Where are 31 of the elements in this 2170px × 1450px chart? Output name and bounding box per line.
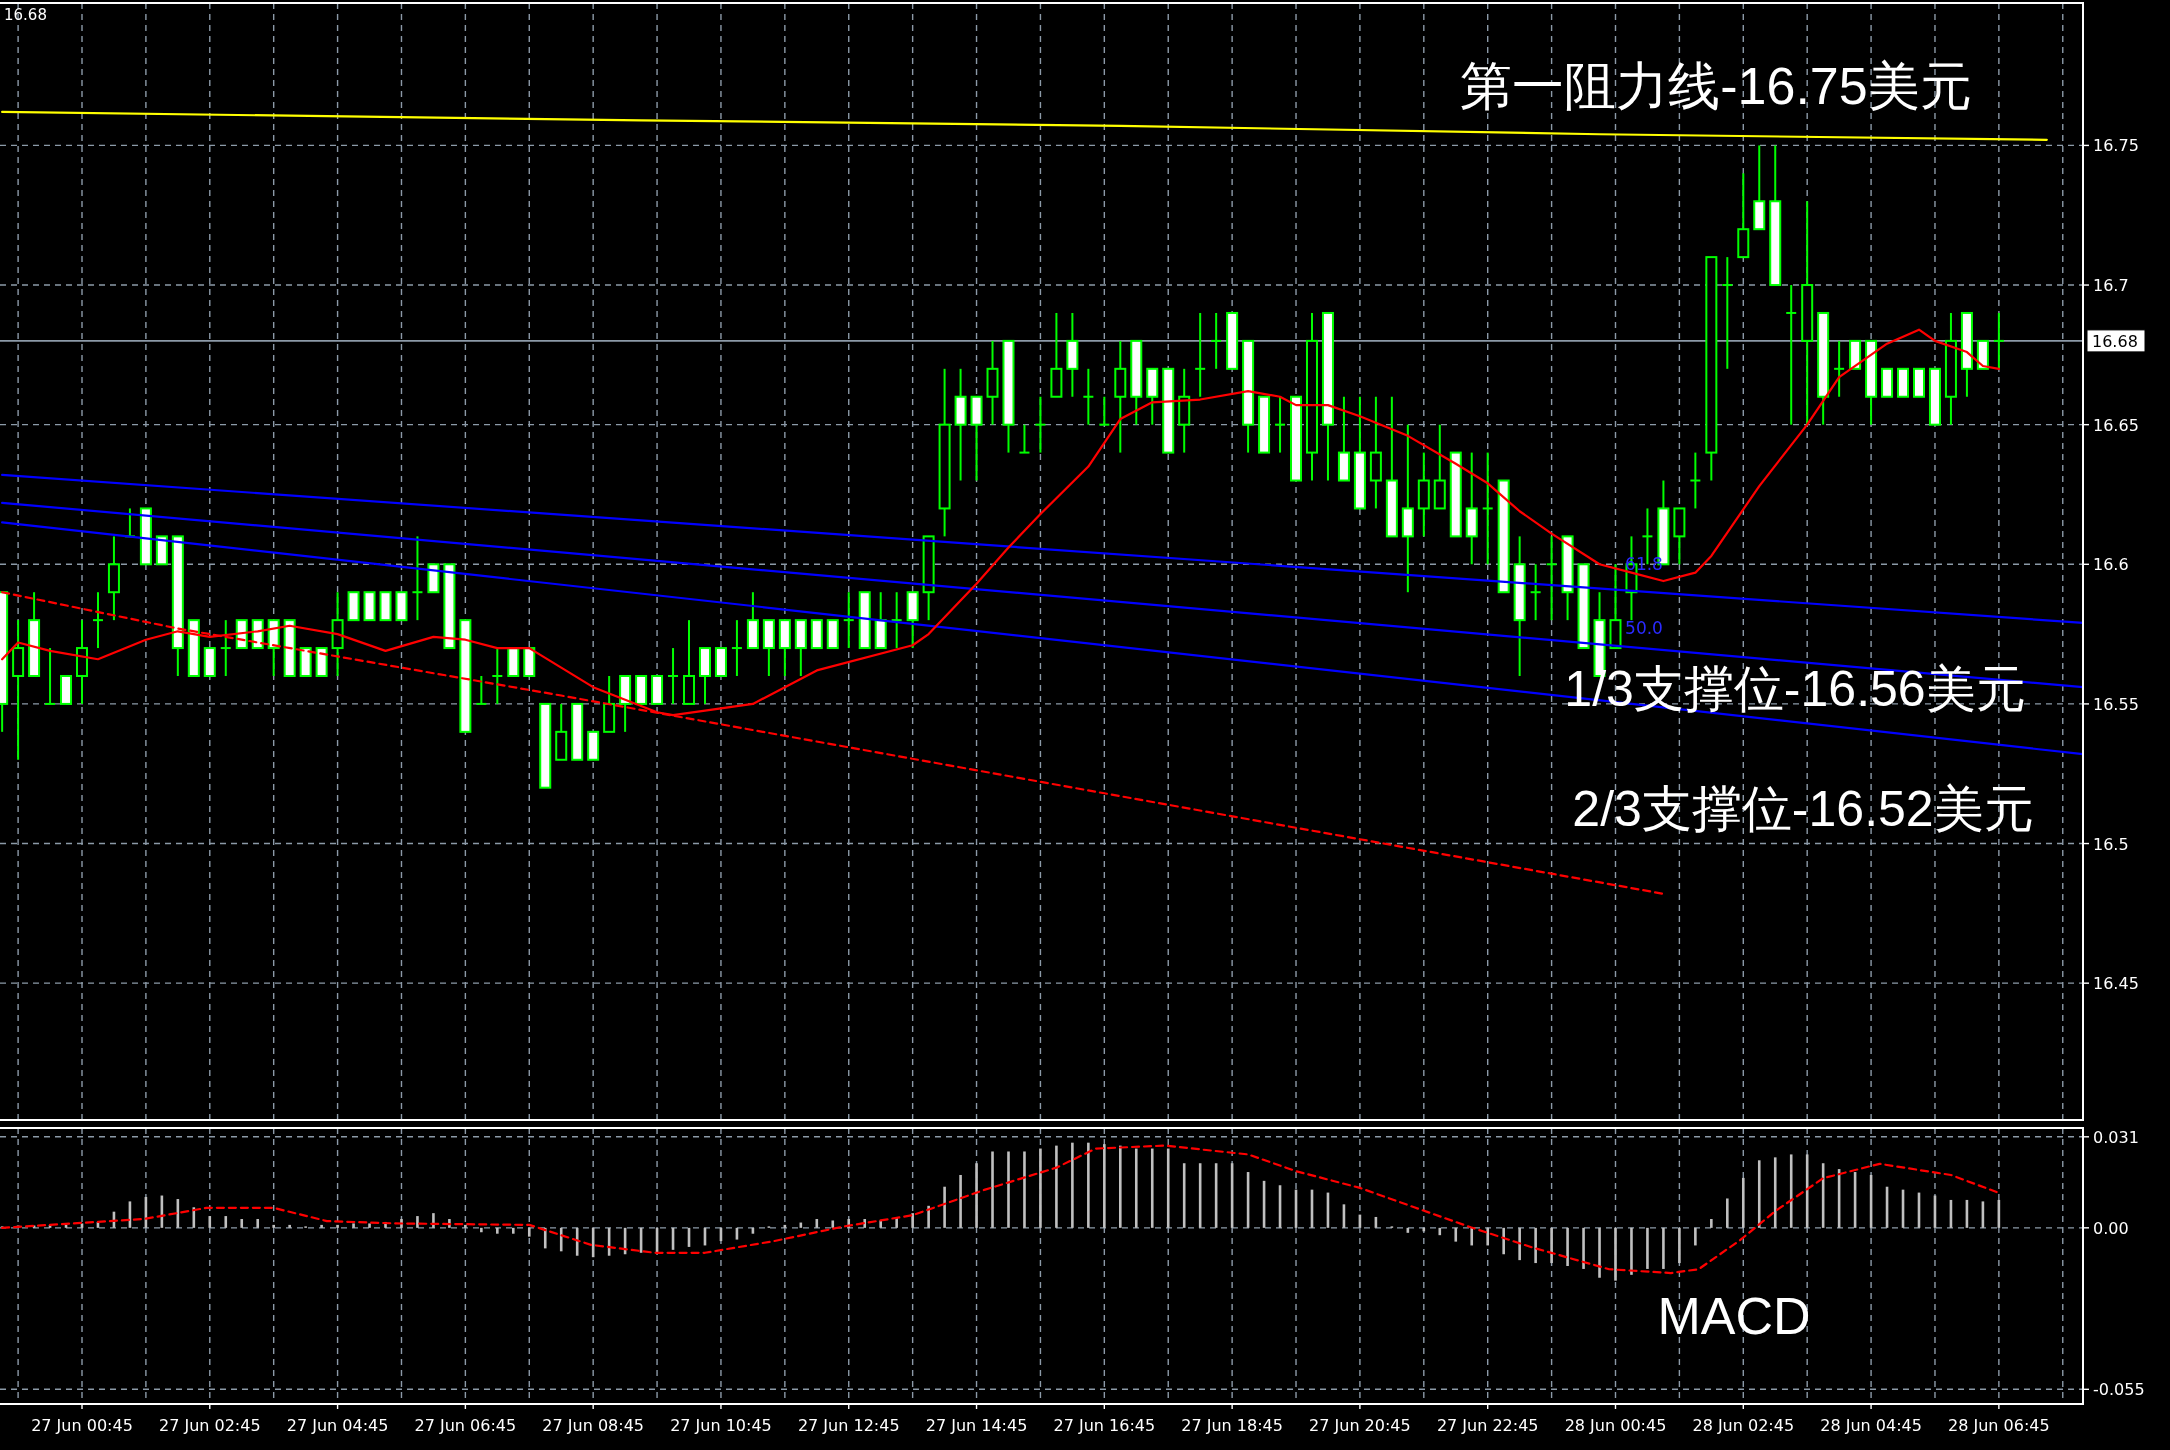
- y-tick-label: 0.00: [2093, 1218, 2129, 1238]
- x-tick-label: 28 Jun 02:45: [1692, 1416, 1795, 1435]
- y-tick-label: 0.031: [2093, 1127, 2139, 1147]
- annotation: 2/3支撑位-16.52美元: [1572, 781, 2034, 837]
- y-tick-label: 16.6: [2093, 555, 2129, 575]
- y-tick-label: -0.055: [2093, 1380, 2145, 1400]
- x-tick-label: 27 Jun 12:45: [797, 1416, 900, 1435]
- x-tick-label: 27 Jun 02:45: [158, 1416, 261, 1435]
- x-tick-label: 27 Jun 08:45: [542, 1416, 644, 1435]
- annotation: 16.68: [4, 6, 47, 24]
- x-tick-label: 27 Jun 16:45: [1053, 1416, 1156, 1435]
- x-tick-label: 28 Jun 04:45: [1820, 1416, 1922, 1435]
- x-tick-label: 27 Jun 22:45: [1436, 1416, 1539, 1435]
- x-tick-label: 28 Jun 00:45: [1564, 1416, 1667, 1435]
- x-tick-label: 27 Jun 06:45: [414, 1416, 517, 1435]
- x-tick-label: 27 Jun 00:45: [31, 1416, 133, 1435]
- y-tick-label: 16.75: [2093, 136, 2139, 156]
- x-tick-label: 27 Jun 04:45: [286, 1416, 389, 1435]
- x-tick-label: 28 Jun 06:45: [1948, 1416, 2050, 1435]
- annotation: 50.0: [1625, 618, 1663, 639]
- y-tick-label: 16.55: [2093, 694, 2139, 714]
- x-tick-label: 27 Jun 18:45: [1181, 1416, 1283, 1435]
- y-tick-label: 16.65: [2093, 415, 2139, 435]
- annotation: MACD: [1657, 1287, 1811, 1345]
- x-tick-label: 27 Jun 10:45: [670, 1416, 772, 1435]
- x-tick-label: 27 Jun 20:45: [1309, 1416, 1411, 1435]
- x-tick-label: 27 Jun 14:45: [925, 1416, 1028, 1435]
- y-tick-label: 16.45: [2093, 974, 2139, 994]
- y-tick-label: 16.7: [2093, 276, 2129, 296]
- ref-line-label: 16.68: [2092, 331, 2138, 351]
- y-tick-label: 16.5: [2093, 834, 2129, 854]
